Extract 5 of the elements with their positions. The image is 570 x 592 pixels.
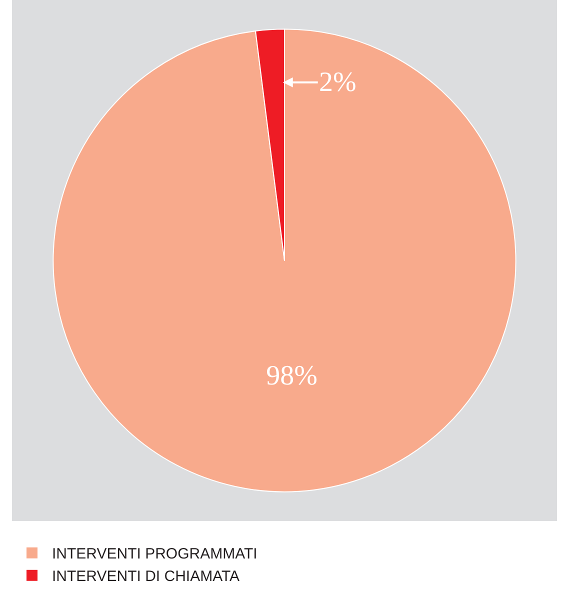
data-label: 2% — [319, 67, 356, 98]
legend-label: INTERVENTI DI CHIAMATA — [52, 568, 240, 586]
data-label: 98% — [266, 360, 318, 392]
pie-slice — [52, 28, 516, 492]
legend-label: INTERVENTI PROGRAMMATI — [52, 546, 258, 563]
